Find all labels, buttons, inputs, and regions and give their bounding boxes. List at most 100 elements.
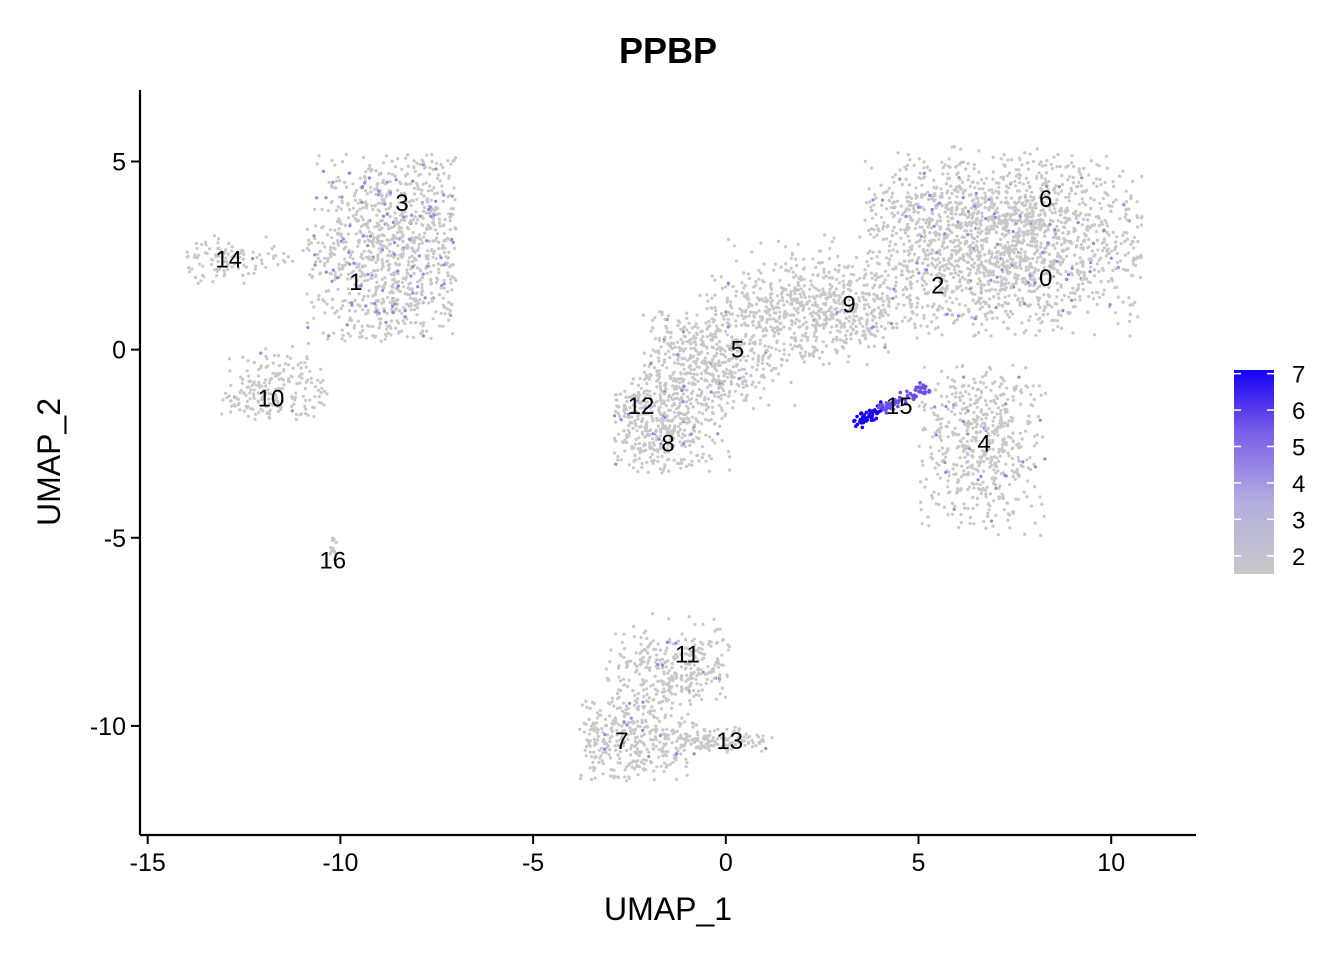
cell-point — [242, 409, 246, 413]
cell-point — [966, 466, 970, 470]
cell-point — [1070, 264, 1074, 268]
cell-point — [353, 298, 357, 302]
cell-point — [731, 285, 735, 289]
cell-point — [979, 289, 983, 293]
cell-point — [764, 296, 768, 300]
cell-point — [1107, 261, 1111, 265]
cell-point — [1018, 264, 1022, 268]
cell-point — [969, 232, 973, 237]
cell-point — [217, 237, 221, 241]
cell-point — [903, 231, 908, 235]
cell-point — [1021, 277, 1025, 281]
cell-point — [917, 444, 921, 448]
cell-point — [960, 288, 964, 292]
cell-point — [734, 289, 739, 293]
cell-point — [448, 215, 452, 219]
cell-point — [968, 255, 972, 259]
cell-point — [1070, 298, 1074, 302]
cell-point — [1008, 309, 1013, 313]
cell-point — [314, 385, 318, 389]
cell-point — [391, 300, 396, 304]
cell-point — [966, 409, 970, 413]
cell-point — [1039, 241, 1043, 245]
cell-point — [1023, 532, 1027, 536]
cell-point — [967, 384, 971, 388]
cell-point — [1015, 467, 1019, 472]
cell-point — [811, 295, 815, 299]
cell-point — [923, 175, 927, 179]
cell-point — [358, 335, 362, 339]
cell-point — [899, 236, 903, 240]
cell-point — [897, 220, 901, 224]
cell-point — [849, 333, 853, 337]
cell-point — [954, 391, 958, 395]
cell-point — [1072, 253, 1076, 257]
cell-point — [884, 269, 888, 273]
cell-point — [925, 292, 929, 296]
cell-point — [1130, 303, 1135, 307]
cell-point — [299, 361, 303, 365]
cell-point — [784, 245, 788, 249]
cell-point — [875, 294, 880, 298]
cell-point — [984, 301, 988, 305]
cell-point — [1002, 253, 1006, 257]
cell-point — [980, 244, 984, 248]
cell-point — [368, 164, 372, 168]
cell-point — [402, 285, 406, 289]
cell-point — [449, 263, 453, 267]
cell-point — [910, 244, 914, 248]
cell-point — [951, 301, 955, 305]
cell-point — [972, 482, 976, 486]
cell-point — [355, 279, 359, 283]
cell-point — [435, 280, 439, 284]
cell-point — [938, 434, 942, 438]
cell-point — [1021, 464, 1025, 469]
cell-point — [733, 244, 737, 248]
cell-point — [914, 186, 918, 190]
cell-point — [1005, 191, 1009, 195]
cell-point — [922, 408, 926, 412]
cell-point — [365, 234, 369, 238]
cell-point — [774, 347, 778, 351]
cell-point — [871, 250, 875, 254]
cell-point — [391, 271, 395, 275]
cell-point — [942, 246, 947, 250]
cell-point — [967, 392, 971, 396]
cell-point — [990, 188, 994, 192]
cell-point — [837, 281, 842, 285]
cell-point — [815, 348, 819, 352]
cell-point — [950, 206, 954, 210]
cell-point — [811, 310, 815, 314]
cell-point — [395, 298, 399, 302]
cell-point — [863, 159, 867, 163]
cell-point — [986, 431, 990, 435]
cell-point — [821, 287, 825, 291]
cell-point — [866, 251, 870, 255]
cell-point — [396, 257, 400, 261]
cell-point — [1030, 190, 1034, 194]
cell-point — [1056, 288, 1060, 292]
cell-point — [915, 267, 919, 272]
cell-point — [300, 372, 304, 376]
cell-point — [221, 398, 225, 402]
cell-point — [877, 262, 881, 266]
cell-point — [414, 221, 418, 225]
cell-point — [1097, 164, 1101, 168]
cell-point — [396, 321, 401, 325]
cell-point — [888, 257, 892, 261]
cell-point — [400, 247, 404, 251]
cell-point — [1063, 216, 1067, 220]
cell-point — [869, 271, 874, 275]
cell-point — [1005, 218, 1009, 222]
cell-point — [924, 477, 928, 481]
cell-point — [952, 275, 956, 279]
cell-point — [224, 391, 228, 395]
cell-point — [986, 514, 990, 519]
cell-point — [946, 513, 950, 517]
cell-point — [938, 476, 942, 480]
cell-point — [798, 292, 802, 296]
cell-point — [401, 276, 405, 281]
cell-point — [450, 237, 454, 242]
cell-point — [873, 193, 877, 197]
cell-point — [990, 311, 994, 315]
